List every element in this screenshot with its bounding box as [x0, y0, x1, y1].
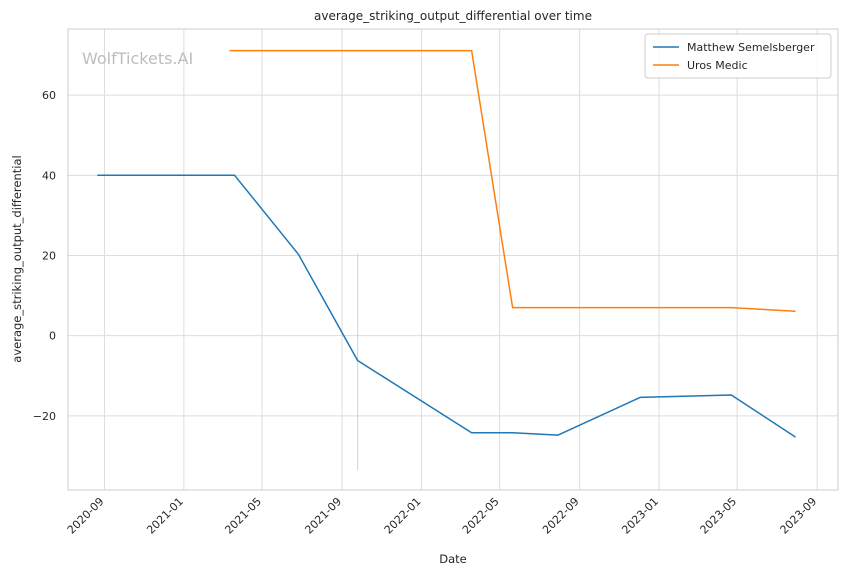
series-layer: [97, 49, 796, 438]
y-tick-label: 20: [42, 249, 56, 262]
y-tick-labels: −20 0 20 40 60: [33, 89, 56, 423]
legend: Matthew Semelsberger Uros Medic: [644, 33, 832, 79]
series-line-1: [229, 49, 796, 312]
y-tick-label: 60: [42, 89, 56, 102]
watermark-text: WolfTickets.AI: [82, 49, 193, 68]
chart-title: average_striking_output_differential ove…: [314, 9, 592, 23]
legend-box: [644, 33, 832, 79]
legend-label: Uros Medic: [687, 59, 748, 72]
legend-label: Matthew Semelsberger: [687, 41, 815, 54]
y-tick-label: −20: [33, 410, 56, 423]
plot-frame: [67, 28, 839, 491]
x-axis-title: Date: [439, 552, 467, 566]
y-tick-label: 40: [42, 169, 56, 182]
y-axis-title: average_striking_output_differential: [10, 155, 24, 362]
x-gridlines: [103, 29, 818, 490]
y-tick-label: 0: [49, 330, 56, 343]
series-line-0: [97, 174, 796, 438]
